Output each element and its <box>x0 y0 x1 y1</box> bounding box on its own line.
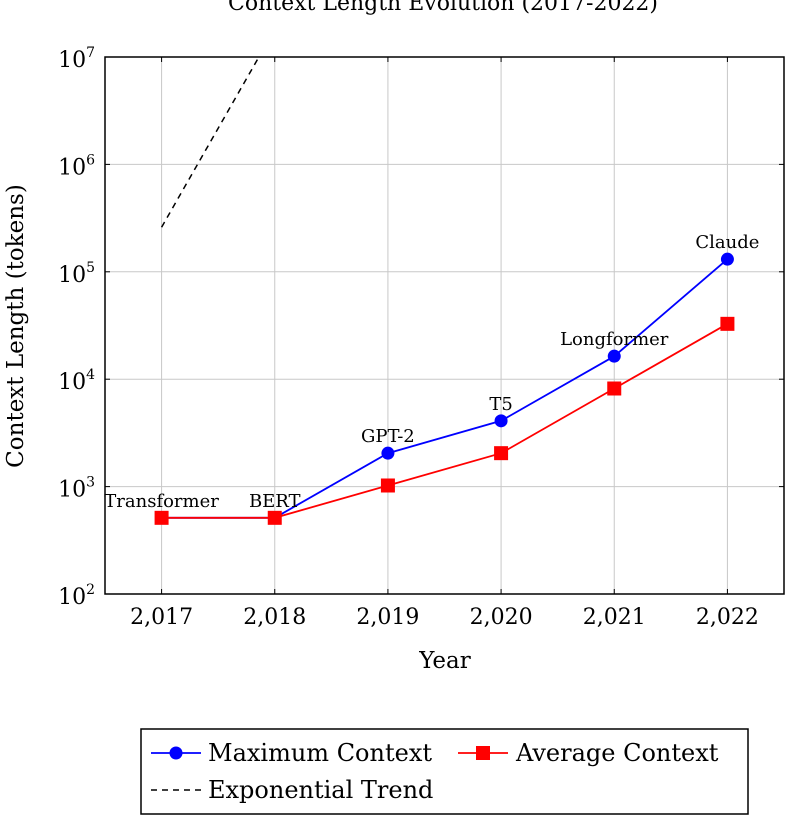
data-point <box>720 252 734 266</box>
y-tick-labels: 102 103 104 105 106 107 <box>58 45 95 610</box>
grid <box>105 56 784 595</box>
data-point <box>494 446 509 461</box>
x-tick-label: 2,021 <box>583 605 646 630</box>
series-line <box>161 258 728 519</box>
point-annotation: T5 <box>489 394 512 415</box>
legend-label: Exponential Trend <box>208 776 433 804</box>
trend-layer <box>160 56 260 228</box>
point-annotation: Claude <box>695 232 759 253</box>
series-layer <box>154 252 735 525</box>
y-tick-label: 104 <box>58 367 95 395</box>
data-point <box>381 446 395 460</box>
y-tick-label: 106 <box>58 152 95 180</box>
x-axis-label: Year <box>418 648 471 674</box>
x-tick-label: 2,018 <box>243 605 306 630</box>
legend: Maximum Context Average Context Exponentia… <box>140 728 749 815</box>
legend-marker <box>476 746 490 760</box>
trend-line <box>160 56 260 228</box>
chart-title: Context Length Evolution (2017-2022) <box>228 0 658 16</box>
y-tick-label: 105 <box>58 260 95 288</box>
point-annotation: Longformer <box>560 329 669 350</box>
x-tick-label: 2,019 <box>356 605 419 630</box>
annotations: Transformer BERT GPT-2 T5 Longformer Claude <box>104 232 759 512</box>
data-point <box>380 478 395 493</box>
x-tick-label: 2,017 <box>130 605 193 630</box>
legend-label: Maximum Context <box>208 739 432 767</box>
data-point <box>494 414 508 428</box>
point-annotation: GPT-2 <box>361 426 415 447</box>
data-point <box>154 510 169 525</box>
data-point <box>720 316 735 331</box>
y-axis-label: Context Length (tokens) <box>3 184 29 468</box>
y-tick-label: 107 <box>58 45 95 73</box>
data-point <box>607 349 621 363</box>
point-annotation: Transformer <box>104 491 219 512</box>
data-point <box>607 381 622 396</box>
y-tick-label: 102 <box>58 582 95 610</box>
x-tick-label: 2,022 <box>696 605 759 630</box>
point-annotation: BERT <box>249 491 301 512</box>
legend-box <box>140 728 749 815</box>
legend-marker <box>169 746 183 760</box>
x-tick-label: 2,020 <box>470 605 533 630</box>
x-tick-labels: 2,017 2,018 2,019 2,020 2,021 2,022 <box>130 605 759 630</box>
data-point <box>267 510 282 525</box>
legend-label: Average Context <box>515 739 719 767</box>
plot-frame <box>104 56 785 595</box>
y-tick-label: 103 <box>58 475 95 503</box>
series-line <box>161 323 728 519</box>
